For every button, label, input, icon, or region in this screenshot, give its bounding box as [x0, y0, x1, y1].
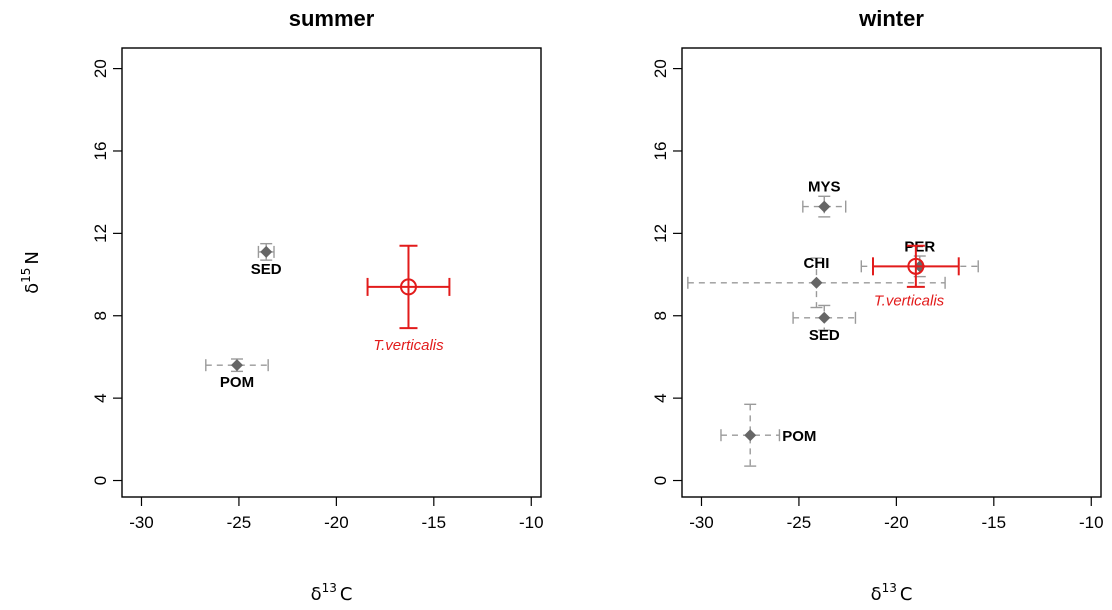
point-label: MYS	[808, 179, 841, 196]
x-tick-label: -30	[129, 513, 154, 532]
panel-winter: winter -30 -25 -20 -15 -10 0 4 8 12 16 20 δ13 C MYS CHI…	[651, 6, 1104, 605]
point-label: SED	[809, 327, 840, 344]
x-axis-label: δ13 C	[871, 581, 913, 605]
y-axis-label-suffix: N	[22, 251, 43, 264]
y-tick-label: 16	[91, 142, 110, 161]
data-point-T.verticalis: T.verticalis	[366, 244, 451, 354]
x-tick-label: -20	[884, 513, 909, 532]
y-tick-label: 0	[91, 476, 110, 485]
x-axis-label-superscript: 13	[322, 581, 337, 595]
x-tick-label: -25	[787, 513, 812, 532]
x-tick-label: -10	[1079, 513, 1104, 532]
panel-title: summer	[289, 6, 375, 31]
y-axis-label: δ15 N	[19, 251, 43, 294]
source-marker	[260, 245, 273, 258]
source-marker	[810, 276, 823, 289]
y-tick-label: 4	[651, 393, 670, 402]
y-axis-label-symbol: δ	[22, 283, 43, 294]
x-axis-label-symbol: δ	[871, 584, 882, 605]
x-axis-label: δ13 C	[311, 581, 353, 605]
data-point-MYS: MYS	[802, 179, 847, 218]
source-marker	[818, 311, 831, 324]
consumer-label: T.verticalis	[373, 337, 444, 354]
x-axis-label-suffix: C	[340, 584, 353, 605]
data-point-SED: SED	[251, 242, 282, 278]
x-tick-label: -15	[422, 513, 447, 532]
y-tick-label: 0	[651, 476, 670, 485]
point-label: PER	[904, 238, 935, 255]
source-marker	[818, 200, 831, 213]
y-tick-label: 16	[651, 142, 670, 161]
data-point-PER: PER	[860, 238, 979, 278]
x-axis-label-suffix: C	[900, 584, 913, 605]
y-tick-label: 20	[651, 59, 670, 78]
data-point-POM: POM	[720, 403, 816, 467]
point-label: POM	[220, 374, 254, 391]
data-point-SED: SED	[792, 304, 857, 344]
data-point-T.verticalis: T.verticalis	[871, 244, 960, 309]
x-axis-label-superscript: 13	[882, 581, 897, 595]
data-point-CHI: CHI	[687, 255, 946, 309]
consumer-marker	[399, 278, 417, 296]
panel-title: winter	[858, 6, 924, 31]
point-label: SED	[251, 261, 282, 278]
data-point-POM: POM	[205, 358, 269, 391]
x-tick-label: -30	[689, 513, 714, 532]
point-label: CHI	[804, 255, 830, 272]
consumer-label: T.verticalis	[874, 292, 945, 309]
x-tick-label: -15	[982, 513, 1007, 532]
source-marker	[230, 359, 243, 372]
y-tick-label: 12	[651, 224, 670, 243]
plot-frame	[681, 47, 1102, 498]
point-label: POM	[782, 428, 816, 445]
consumer-marker	[907, 257, 925, 275]
x-tick-label: -25	[227, 513, 252, 532]
source-marker	[744, 429, 757, 442]
y-tick-label: 20	[91, 59, 110, 78]
y-tick-label: 12	[91, 224, 110, 243]
x-tick-label: -20	[324, 513, 349, 532]
x-tick-label: -10	[519, 513, 544, 532]
y-tick-label: 4	[91, 393, 110, 402]
plot-frame	[121, 47, 542, 498]
y-tick-label: 8	[91, 311, 110, 320]
x-axis-label-symbol: δ	[311, 584, 322, 605]
y-axis-label-superscript: 15	[19, 268, 33, 283]
y-tick-label: 8	[651, 311, 670, 320]
